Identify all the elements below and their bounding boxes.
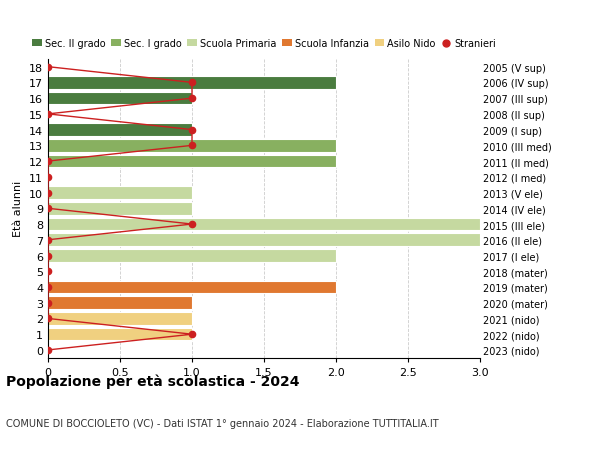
Bar — [48, 156, 336, 168]
Legend: Sec. II grado, Sec. I grado, Scuola Primaria, Scuola Infanzia, Asilo Nido, Stran: Sec. II grado, Sec. I grado, Scuola Prim… — [32, 39, 496, 49]
Bar — [48, 281, 336, 294]
Bar — [48, 297, 192, 309]
Bar — [48, 202, 192, 215]
Bar — [48, 313, 192, 325]
Bar — [48, 328, 192, 341]
Bar — [48, 234, 480, 246]
Bar — [48, 140, 336, 152]
Bar — [48, 93, 192, 105]
Bar — [48, 124, 192, 137]
Text: COMUNE DI BOCCIOLETO (VC) - Dati ISTAT 1° gennaio 2024 - Elaborazione TUTTITALIA: COMUNE DI BOCCIOLETO (VC) - Dati ISTAT 1… — [6, 418, 439, 428]
Bar — [48, 250, 336, 262]
Text: Popolazione per età scolastica - 2024: Popolazione per età scolastica - 2024 — [6, 374, 299, 389]
Bar — [48, 218, 480, 231]
Y-axis label: Età alunni: Età alunni — [13, 181, 23, 237]
Bar — [48, 77, 336, 90]
Bar — [48, 187, 192, 199]
